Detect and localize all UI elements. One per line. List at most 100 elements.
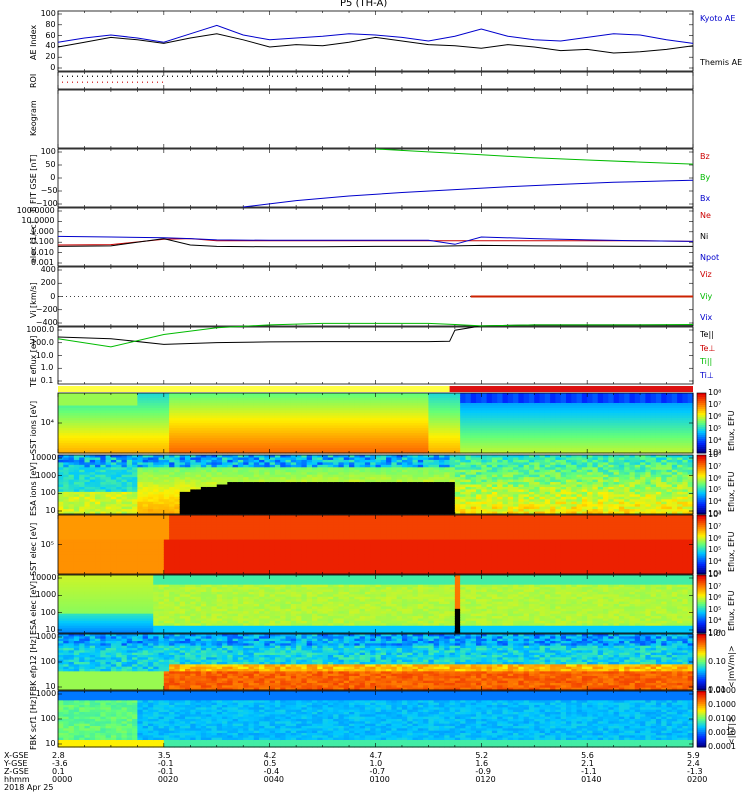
y-tick-label: 10 <box>45 507 55 515</box>
y-axis-title-dens: elec [1/cc] <box>30 222 38 264</box>
y-tick-label: 1000 <box>36 633 56 641</box>
legend-entry: Themis AE <box>700 59 742 67</box>
panel-keo <box>58 90 693 148</box>
hhmm-value: 0040 <box>264 776 284 784</box>
legend-entry: Te|| <box>700 331 714 339</box>
y-axis-title-bfit: B FIT GSE [nT] <box>30 154 38 212</box>
colorbar-tick-label: 10⁵ <box>708 606 721 614</box>
colorbar-tick-label: 10⁸ <box>708 511 721 519</box>
y-tick-label: 1000.0 <box>26 326 54 334</box>
hhmm-value: 0020 <box>158 776 178 784</box>
y-axis-title-vi: Vi [km/s] <box>30 283 38 319</box>
plot-title: P5 (TH-A) <box>340 0 387 8</box>
panel-bfit <box>58 149 693 207</box>
panel-dens <box>58 208 693 266</box>
mode-bar-slow <box>58 386 450 392</box>
y-axis-title-sst_i: SST ions [eV] <box>30 401 38 454</box>
y-axis-title-ae: AE Index <box>30 25 38 60</box>
y-tick-label: 100.0000 <box>17 207 55 215</box>
hhmm-value: 0200 <box>687 776 707 784</box>
colorbar-tick-label: 10⁸ <box>708 451 721 459</box>
colorbar-tick-label: 10⁷ <box>708 463 721 471</box>
colorbar-tick-label: 1.0000 <box>708 687 736 695</box>
y-tick-label: 100 <box>41 10 56 18</box>
panel-roi <box>58 72 693 89</box>
colorbar-label: Eflux, EFU <box>728 411 736 452</box>
y-tick-label: 10.0 <box>36 352 54 360</box>
colorbar-tick-label: 10⁶ <box>708 475 721 483</box>
colorbar-tick-label: 1.00 <box>708 630 726 638</box>
colorbar-label: Eflux, EFU <box>728 472 736 513</box>
y-tick-label: 0 <box>50 174 55 182</box>
colorbar-tick-label: 10⁴ <box>708 498 721 506</box>
colorbar-tick-label: 10⁵ <box>708 425 721 433</box>
colorbar-label: <|nT|> <box>728 716 736 745</box>
legend-entry: Viy <box>700 293 712 301</box>
y-axis-title-sst_e: SST elec [eV] <box>30 522 38 575</box>
y-tick-label: 10⁵ <box>41 541 54 549</box>
colorbar-esa_e <box>697 575 706 634</box>
colorbar-tick-label: 10⁴ <box>708 437 721 445</box>
y-tick-label: 100 <box>41 489 56 497</box>
y-tick-label: 400 <box>41 266 56 274</box>
colorbar-label: Eflux, EFU <box>728 532 736 573</box>
legend-entry: Kyoto AE <box>700 15 735 23</box>
legend-entry: Ne <box>700 212 711 220</box>
panel-sst_e <box>58 515 694 575</box>
hhmm-value: 0140 <box>581 776 601 784</box>
y-tick-label: 1.0 <box>41 364 54 372</box>
colorbar-tick-label: 10⁸ <box>708 571 721 579</box>
colorbar-label: <|mV/m|> <box>728 645 736 688</box>
mode-bar-fast <box>450 386 693 392</box>
y-axis-title-esa_i: ESA ions [eV] <box>30 462 38 516</box>
colorbar-tick-label: 10⁶ <box>708 413 721 421</box>
y-axis-title-temp: TE eflux [eV] <box>30 335 38 386</box>
y-tick-label: 100 <box>41 148 56 156</box>
y-tick-label: −50 <box>41 187 58 195</box>
colorbar-tick-label: 10⁴ <box>708 617 721 625</box>
legend-entry: By <box>700 174 710 182</box>
series-by <box>376 149 694 164</box>
colorbar-tick-label: 10⁶ <box>708 594 721 602</box>
y-axis-title-keo: Keogram <box>30 100 38 136</box>
colorbar-fbk_b <box>697 691 706 748</box>
y-tick-label: 100 <box>41 658 56 666</box>
y-axis-title-fbk_e: FBK efp12 [Hz] <box>30 636 38 696</box>
colorbar-tick-label: 10⁴ <box>708 558 721 566</box>
y-tick-label: 1000 <box>36 591 56 599</box>
colorbar-sst_i <box>697 393 706 454</box>
y-tick-label: 0 <box>50 64 55 72</box>
x-row-label: 2018 Apr 25 <box>4 784 53 792</box>
y-tick-label: 20 <box>45 53 55 61</box>
y-tick-label: 10000 <box>31 454 56 462</box>
colorbar-label: Eflux, EFU <box>728 591 736 632</box>
hhmm-value: 0100 <box>370 776 390 784</box>
legend-entry: Vix <box>700 314 712 322</box>
panel-sst_i <box>58 393 694 454</box>
y-tick-label: 1000 <box>36 690 56 698</box>
legend-entry: Npot <box>700 254 719 262</box>
legend-entry: Ni <box>700 233 708 241</box>
colorbar-tick-label: 10⁶ <box>708 535 721 543</box>
panel-fbk_e <box>58 634 694 691</box>
y-tick-label: 100 <box>41 609 56 617</box>
y-tick-label: 50 <box>45 161 55 169</box>
y-tick-label: 60 <box>45 32 55 40</box>
legend-entry: Ti⊥ <box>700 372 714 380</box>
colorbar-tick-label: 0.1000 <box>708 701 736 709</box>
colorbar-tick-label: 10⁷ <box>708 583 721 591</box>
colorbar-sst_e <box>697 515 706 575</box>
legend-entry: Viz <box>700 271 712 279</box>
series-themisae <box>58 34 693 53</box>
y-axis-title-fbk_b: FBK scf1 [Hz] <box>30 697 38 750</box>
y-axis-title-esa_e: ESA elec [eV] <box>30 581 38 635</box>
colorbar-fbk_e <box>697 634 706 691</box>
legend-entry: Ti|| <box>700 358 712 366</box>
y-tick-label: 0.1 <box>41 377 54 385</box>
colorbar-tick-label: 10⁵ <box>708 486 721 494</box>
y-tick-label: −200 <box>36 306 58 314</box>
y-tick-label: 0 <box>50 293 55 301</box>
colorbar-tick-label: 10⁷ <box>708 523 721 531</box>
y-tick-label: 10 <box>45 740 55 748</box>
panel-esa_i <box>58 455 694 515</box>
